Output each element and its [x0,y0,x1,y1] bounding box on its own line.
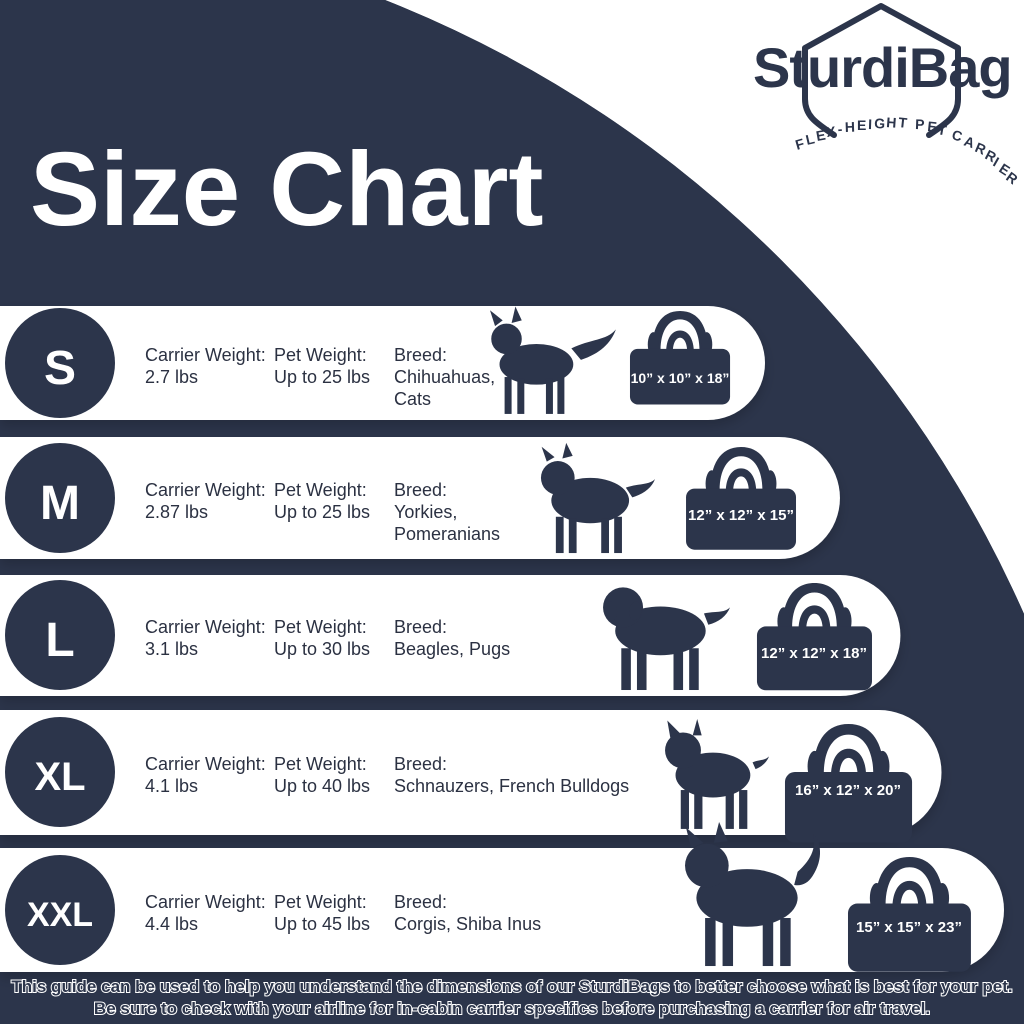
svg-text:XL: XL [34,755,85,799]
svg-text:I: I [868,116,873,132]
svg-text:4.1 lbs: 4.1 lbs [145,776,198,796]
svg-text:Breed:: Breed: [394,345,447,365]
svg-text:Corgis, Shiba Inus: Corgis, Shiba Inus [394,914,541,934]
svg-text:G: G [874,115,886,132]
svg-text:C: C [950,126,964,144]
svg-text:Carrier Weight:: Carrier Weight: [145,345,266,365]
svg-text:Up to 25 lbs: Up to 25 lbs [274,367,370,387]
svg-text:Pomeranians: Pomeranians [394,524,500,544]
svg-text:P: P [915,116,925,132]
svg-text:SturdiBag: SturdiBag [753,36,1012,99]
svg-text:S: S [44,342,76,395]
svg-text:Up to 45 lbs: Up to 45 lbs [274,914,370,934]
svg-text:Size Chart: Size Chart [30,131,543,248]
svg-text:Carrier Weight:: Carrier Weight: [145,617,266,637]
svg-text:Pet Weight:: Pet Weight: [274,754,367,774]
svg-text:Breed:: Breed: [394,892,447,912]
svg-text:Be sure to check with your air: Be sure to check with your airline for i… [94,999,930,1018]
svg-text:Up to 30 lbs: Up to 30 lbs [274,639,370,659]
svg-text:Schnauzers, French Bulldogs: Schnauzers, French Bulldogs [394,776,629,796]
svg-text:Up to 40 lbs: Up to 40 lbs [274,776,370,796]
svg-text:Cats: Cats [394,389,431,409]
svg-text:Pet Weight:: Pet Weight: [274,345,367,365]
svg-text:E: E [857,117,867,133]
svg-text:Chihuahuas,: Chihuahuas, [394,367,495,387]
svg-text:Beagles, Pugs: Beagles, Pugs [394,639,510,659]
svg-text:This guide can be used to help: This guide can be used to help you under… [11,977,1012,996]
svg-text:Pet Weight:: Pet Weight: [274,892,367,912]
svg-text:Pet Weight:: Pet Weight: [274,617,367,637]
svg-text:-: - [837,121,843,137]
svg-text:2.7 lbs: 2.7 lbs [145,367,198,387]
svg-text:L: L [45,614,74,667]
svg-text:2.87 lbs: 2.87 lbs [145,502,208,522]
svg-text:XXL: XXL [27,896,93,934]
svg-text:15” x 15” x 23”: 15” x 15” x 23” [856,919,962,936]
svg-text:Pet Weight:: Pet Weight: [274,480,367,500]
svg-text:16” x 12” x 20”: 16” x 12” x 20” [795,782,901,799]
svg-text:Breed:: Breed: [394,480,447,500]
svg-text:X: X [825,123,837,140]
svg-text:T: T [898,114,909,131]
svg-text:3.1 lbs: 3.1 lbs [145,639,198,659]
svg-text:12” x 12” x 15”: 12” x 12” x 15” [688,507,794,524]
svg-text:10” x 10” x 18”: 10” x 10” x 18” [631,370,730,386]
svg-text:Yorkies,: Yorkies, [394,502,457,522]
svg-text:M: M [40,477,80,530]
svg-text:Up to 25 lbs: Up to 25 lbs [274,502,370,522]
svg-text:Carrier Weight:: Carrier Weight: [145,480,266,500]
svg-text:12” x 12” x 18”: 12” x 12” x 18” [761,645,867,662]
svg-text:Breed:: Breed: [394,617,447,637]
svg-text:Carrier Weight:: Carrier Weight: [145,892,266,912]
svg-text:Breed:: Breed: [394,754,447,774]
svg-text:H: H [886,114,898,131]
svg-text:Carrier Weight:: Carrier Weight: [145,754,266,774]
svg-text:4.4 lbs: 4.4 lbs [145,914,198,934]
svg-text:T: T [936,121,948,138]
svg-text:H: H [845,119,856,135]
